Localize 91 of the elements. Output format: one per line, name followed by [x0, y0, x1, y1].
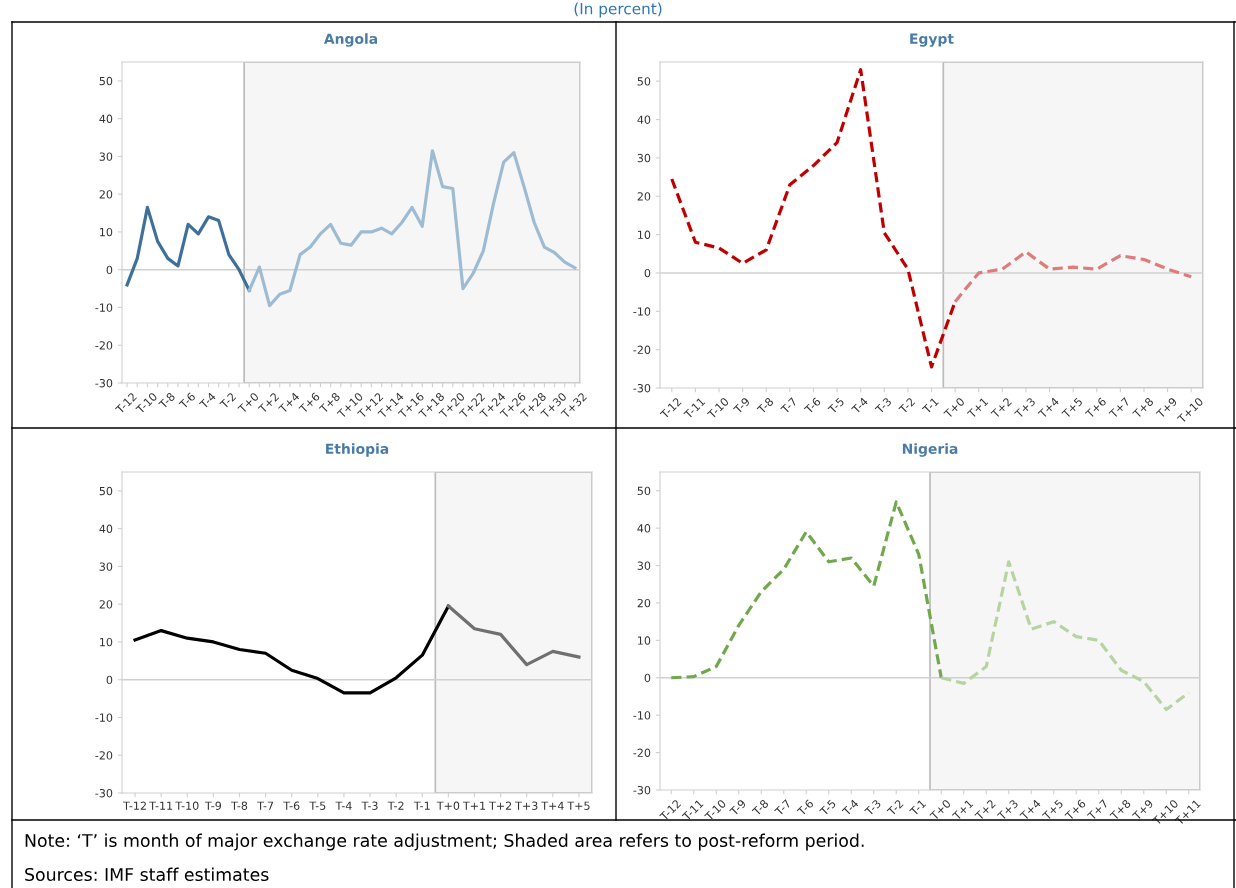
x-tick-label: T-1 [921, 397, 939, 415]
x-tick-label: T-4 [841, 799, 859, 817]
line-series [125, 205, 251, 293]
x-tick-label: T-8 [231, 801, 248, 810]
x-tick-label: T+0 [436, 801, 460, 810]
x-tick-label: T-12 [123, 801, 146, 810]
y-tick-label: 0 [644, 268, 651, 278]
y-tick-label: 30 [99, 152, 113, 161]
y-tick-label: 20 [99, 600, 113, 609]
x-tick-label: T-2 [219, 392, 237, 410]
y-tick-label: 50 [99, 486, 113, 496]
line-series [953, 250, 1193, 304]
y-tick-label: -30 [633, 785, 651, 795]
line-series [670, 68, 957, 369]
y-tick-label: -10 [95, 303, 113, 312]
line-series [133, 604, 450, 695]
line-series [247, 149, 577, 308]
y-tick-label: -20 [95, 341, 113, 350]
x-tick-label: T-4 [335, 801, 352, 810]
y-tick-label: 10 [638, 636, 651, 645]
x-tick-label: T-8 [756, 397, 774, 415]
x-tick-label: T-3 [361, 801, 378, 810]
y-tick-label: -10 [95, 713, 113, 722]
x-tick-label: T-6 [178, 391, 196, 410]
chart-title: Angola [323, 33, 378, 47]
x-tick-label: T-8 [751, 799, 769, 817]
x-tick-label: T+3 [515, 801, 538, 810]
x-tick-label: T+1 [462, 801, 486, 810]
x-tick-label: T-4 [851, 397, 869, 415]
y-tick-label: 40 [99, 524, 113, 534]
y-tick-label: 20 [99, 190, 113, 199]
x-tick-label: T-3 [864, 799, 882, 817]
y-tick-label: 40 [99, 114, 113, 124]
y-tick-label: -20 [95, 751, 113, 760]
y-tick-label: 10 [100, 227, 113, 237]
y-tick-label: 50 [637, 77, 651, 86]
x-tick-label: T-1 [413, 801, 430, 810]
y-tick-label: -10 [633, 307, 651, 316]
x-tick-label: T+4 [541, 801, 564, 810]
chart-title: Egypt [910, 33, 954, 47]
y-tick-label: 30 [99, 562, 113, 571]
x-tick-label: T-9 [204, 801, 222, 810]
y-tick-label: 0 [106, 265, 113, 275]
y-tick-label: 0 [644, 673, 651, 683]
y-tick-label: -30 [95, 378, 113, 388]
x-tick-label: T-7 [774, 799, 792, 817]
source-note: Sources: IMF staff estimates [25, 867, 269, 882]
x-tick-label: T-10 [175, 801, 199, 810]
text: Note: ‘T’ is month of major exchange rate adjustment; Shaded area refers to post-reform period. [25, 833, 864, 851]
y-tick-label: 0 [106, 675, 113, 685]
x-tick-label: T-9 [732, 397, 751, 415]
x-tick-label: T-6 [283, 801, 300, 810]
y-tick-label: -10 [633, 711, 651, 720]
x-tick-label: T-4 [198, 392, 217, 410]
x-tick-label: T-2 [387, 801, 404, 810]
line-series [669, 500, 943, 680]
y-tick-label: 10 [638, 230, 651, 239]
y-tick-label: -30 [95, 788, 113, 798]
x-tick-label: T-11 [149, 801, 173, 810]
x-tick-label: T+2 [488, 801, 512, 810]
x-tick-label: T-6 [803, 396, 822, 415]
chart-title: Ethiopia [326, 443, 389, 457]
y-tick-label: 40 [637, 524, 651, 533]
x-tick-label: T-2 [898, 397, 916, 415]
x-tick-label: T-6 [796, 798, 814, 817]
x-tick-label: T-1 [909, 799, 927, 817]
y-tick-label: 30 [637, 561, 651, 570]
x-tick-label: T-9 [729, 799, 747, 817]
y-tick-label: 20 [637, 192, 651, 201]
x-tick-label: T-2 [886, 799, 904, 817]
chart-title: Nigeria [902, 443, 958, 457]
x-tick-label: T-7 [257, 801, 274, 810]
y-tick-label: 50 [637, 486, 651, 496]
x-tick-label: T-5 [819, 799, 837, 817]
y-tick-label: 30 [637, 153, 651, 163]
text: (In percent) [574, 2, 662, 18]
x-tick-label: T-8 [158, 392, 176, 410]
line-series [939, 560, 1191, 712]
y-tick-label: -20 [633, 345, 651, 355]
y-tick-label: 40 [637, 115, 651, 124]
x-tick-label: T-7 [780, 397, 798, 415]
x-tick-label: T-5 [309, 801, 326, 810]
y-tick-label: 50 [99, 76, 113, 86]
x-tick-label: T-5 [827, 397, 845, 415]
y-tick-label: -20 [633, 748, 651, 757]
y-tick-label: 10 [100, 637, 113, 647]
y-tick-label: 20 [637, 598, 651, 608]
x-tick-label: T+5 [567, 801, 590, 810]
x-tick-label: T-3 [874, 397, 892, 415]
line-series [446, 604, 581, 667]
y-tick-label: -30 [633, 383, 651, 393]
